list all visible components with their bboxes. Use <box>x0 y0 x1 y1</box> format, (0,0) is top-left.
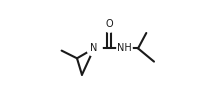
Text: N: N <box>90 43 98 53</box>
Text: NH: NH <box>117 43 132 53</box>
Text: O: O <box>105 19 113 29</box>
